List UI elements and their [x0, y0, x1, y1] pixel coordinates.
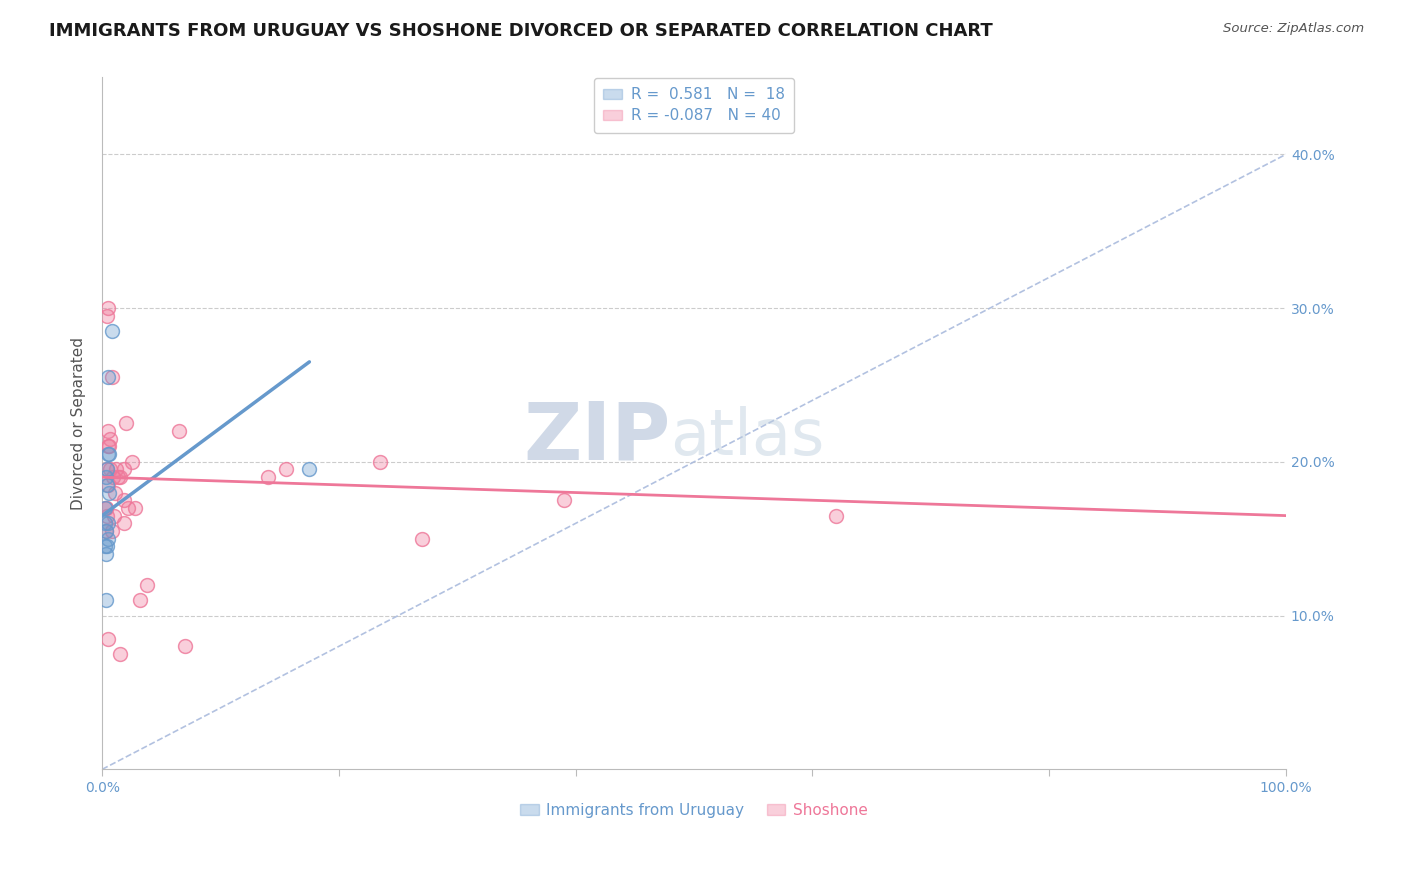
Text: Source: ZipAtlas.com: Source: ZipAtlas.com — [1223, 22, 1364, 36]
Text: atlas: atlas — [671, 406, 825, 468]
Text: IMMIGRANTS FROM URUGUAY VS SHOSHONE DIVORCED OR SEPARATED CORRELATION CHART: IMMIGRANTS FROM URUGUAY VS SHOSHONE DIVO… — [49, 22, 993, 40]
Text: ZIP: ZIP — [523, 398, 671, 476]
Legend: Immigrants from Uruguay, Shoshone: Immigrants from Uruguay, Shoshone — [515, 797, 875, 824]
Y-axis label: Divorced or Separated: Divorced or Separated — [72, 337, 86, 510]
